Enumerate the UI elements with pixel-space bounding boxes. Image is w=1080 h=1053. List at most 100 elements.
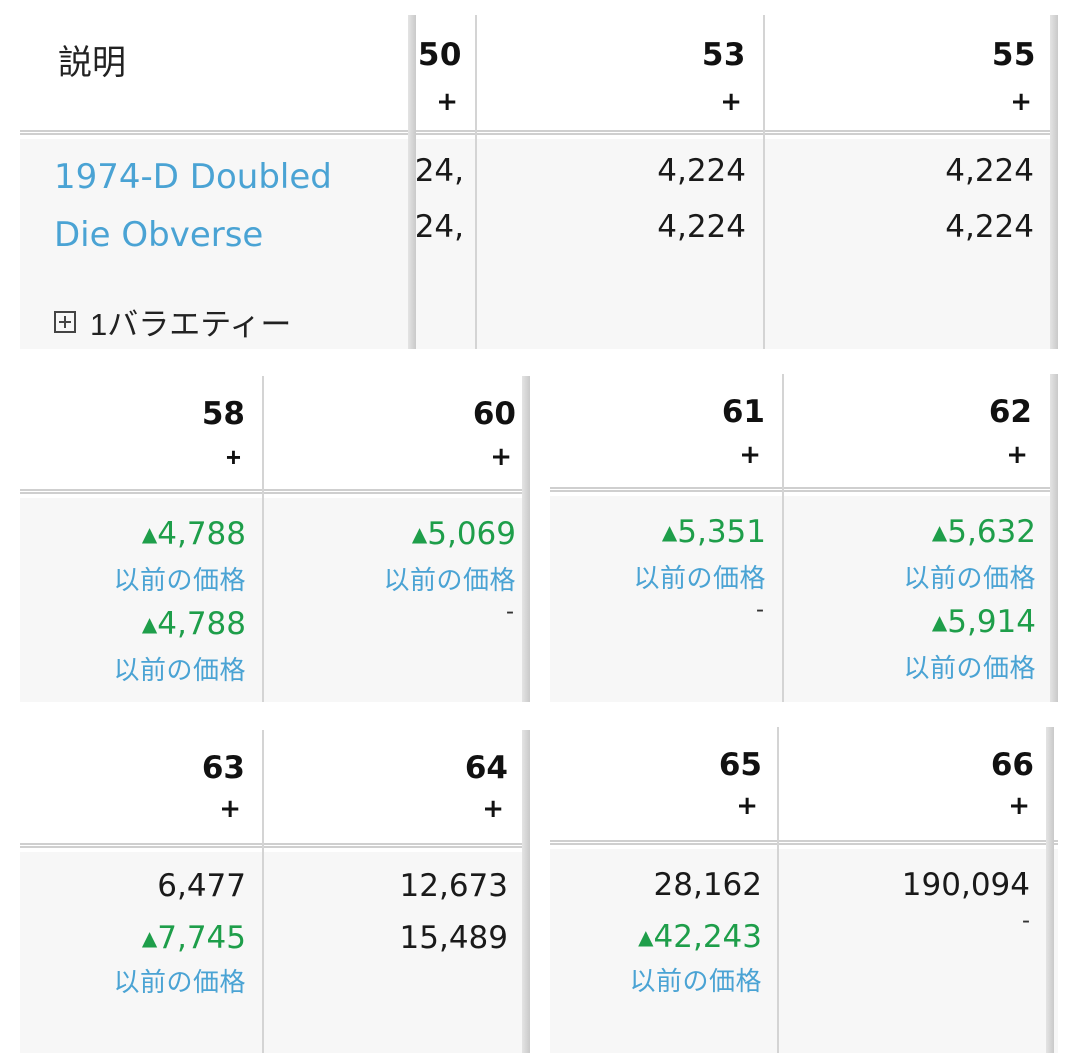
up-arrow-icon: ▲ <box>638 925 654 949</box>
price-value: ,224 <box>412 153 464 189</box>
coin-link-line1[interactable]: 1974-D Doubled <box>54 157 332 197</box>
column-divider <box>475 15 477 349</box>
plus-icon[interactable]: + <box>1006 440 1028 470</box>
up-arrow-icon: ▲ <box>661 520 678 544</box>
price-increase: ▲5,069 <box>411 516 516 552</box>
plus-icon[interactable]: + <box>1008 791 1030 821</box>
previous-price-link[interactable]: 以前の価格 <box>903 563 1036 593</box>
grade-label: 61 <box>721 394 765 430</box>
price-value: 4,224 <box>945 153 1034 189</box>
plus-icon[interactable]: + <box>739 440 761 470</box>
column-divider <box>262 376 264 702</box>
body-row <box>20 139 1058 349</box>
plus-icon[interactable]: + <box>720 87 742 117</box>
plus-icon[interactable]: + <box>1010 87 1032 117</box>
grade-60-header[interactable]: 60 + <box>263 376 530 494</box>
no-value: - <box>1022 907 1030 934</box>
column-divider <box>782 374 784 702</box>
plus-icon[interactable]: + <box>490 442 512 472</box>
header-row <box>20 730 530 848</box>
price-increase: ▲5,351 <box>661 514 766 550</box>
up-arrow-icon: ▲ <box>931 520 948 544</box>
plus-icon[interactable]: + <box>736 791 758 821</box>
plus-icon[interactable]: + <box>482 794 504 824</box>
up-arrow-icon: ▲ <box>931 610 948 634</box>
variety-toggle[interactable]: 1バラエティー <box>54 299 291 344</box>
price-panel-58-60: 58 + 60 + ▲4,788 以前の価格 ▲4,788 以前の価格 ▲5,0… <box>20 376 530 702</box>
price-value: 4,224 <box>945 209 1034 245</box>
price-panel-65-66: 65 + 66 + 28,162 ▲42,243 以前の価格 190,094 - <box>550 727 1058 1053</box>
up-arrow-icon: ▲ <box>411 522 428 546</box>
price-increase: ▲5,914 <box>931 604 1036 640</box>
grade-55-header[interactable]: 55 + <box>764 15 1054 135</box>
grade-label: 55 <box>991 37 1036 73</box>
price-panel-61-62: 61 + 62 + ▲5,351 以前の価格 - ▲5,632 以前の価格 ▲5… <box>550 374 1058 702</box>
grade-label: 53 <box>701 37 746 73</box>
no-value: - <box>506 598 514 625</box>
plus-icon[interactable]: + <box>436 87 458 117</box>
price-increase: ▲4,788 <box>141 606 246 642</box>
price-value: ,224 <box>412 209 464 245</box>
variety-label: 1バラエティー <box>90 307 292 342</box>
grade-64-header[interactable]: 64 + <box>263 730 530 848</box>
column-divider <box>1046 727 1054 1053</box>
price-value: 15,489 <box>399 920 508 956</box>
grade-label: 50 <box>417 37 462 73</box>
price-value: 12,673 <box>399 868 508 904</box>
previous-price-link[interactable]: 以前の価格 <box>629 966 762 996</box>
price-table-top: 説明 50 + 53 + 55 + 1974-D Doubled Die Obv… <box>20 15 1058 349</box>
price-value: 28,162 <box>653 867 762 903</box>
grade-61-header[interactable]: 61 + <box>550 374 783 492</box>
grade-label: 64 <box>464 750 508 786</box>
expand-plus-icon[interactable] <box>54 310 76 333</box>
price-increase: ▲4,788 <box>141 516 246 552</box>
plus-icon[interactable]: + <box>225 442 241 472</box>
grade-53-header[interactable]: 53 + <box>476 15 764 135</box>
grade-66-header[interactable]: 66 + <box>778 727 1048 845</box>
column-divider <box>763 15 765 349</box>
price-value: 6,477 <box>157 868 246 904</box>
previous-price-link[interactable]: 以前の価格 <box>903 653 1036 683</box>
header-row <box>20 376 530 494</box>
body-row <box>20 498 530 702</box>
previous-price-link[interactable]: 以前の価格 <box>113 565 246 595</box>
grade-58-header[interactable]: 58 + <box>20 376 263 494</box>
sticky-column-divider <box>408 15 416 349</box>
header-row <box>550 374 1058 492</box>
grade-label: 66 <box>990 747 1034 783</box>
coin-link-line2[interactable]: Die Obverse <box>54 215 264 255</box>
price-value: 4,224 <box>657 209 746 245</box>
header-row <box>20 15 1058 135</box>
body-row <box>550 496 1058 702</box>
header-row <box>550 727 1058 845</box>
plus-icon[interactable]: + <box>219 794 241 824</box>
price-increase: ▲42,243 <box>638 919 762 955</box>
grade-label: 65 <box>718 747 762 783</box>
grade-label: 58 <box>201 396 245 432</box>
up-arrow-icon: ▲ <box>141 926 158 950</box>
price-increase: ▲5,632 <box>931 514 1036 550</box>
grade-65-header[interactable]: 65 + <box>550 727 778 845</box>
column-divider <box>522 376 530 702</box>
previous-price-link[interactable]: 以前の価格 <box>113 655 246 685</box>
column-divider <box>777 727 779 1053</box>
up-arrow-icon: ▲ <box>141 612 158 636</box>
grade-62-header[interactable]: 62 + <box>783 374 1054 492</box>
price-panel-63-64: 63 + 64 + 6,477 ▲7,745 以前の価格 12,673 15,4… <box>20 730 530 1053</box>
body-row <box>550 849 1058 1053</box>
previous-price-link[interactable]: 以前の価格 <box>633 563 766 593</box>
previous-price-link[interactable]: 以前の価格 <box>113 967 246 997</box>
column-divider <box>262 730 264 1053</box>
column-divider <box>1050 15 1058 349</box>
grade-label: 62 <box>988 394 1032 430</box>
price-increase: ▲7,745 <box>141 920 246 956</box>
previous-price-link[interactable]: 以前の価格 <box>383 565 516 595</box>
grade-label: 60 <box>472 396 516 432</box>
grade-50-header[interactable]: 50 + <box>412 15 476 135</box>
grade-63-header[interactable]: 63 + <box>20 730 263 848</box>
up-arrow-icon: ▲ <box>141 522 158 546</box>
body-row <box>20 852 530 1053</box>
price-value: 190,094 <box>901 867 1030 903</box>
grade-label: 63 <box>201 750 245 786</box>
no-value: - <box>756 596 764 623</box>
